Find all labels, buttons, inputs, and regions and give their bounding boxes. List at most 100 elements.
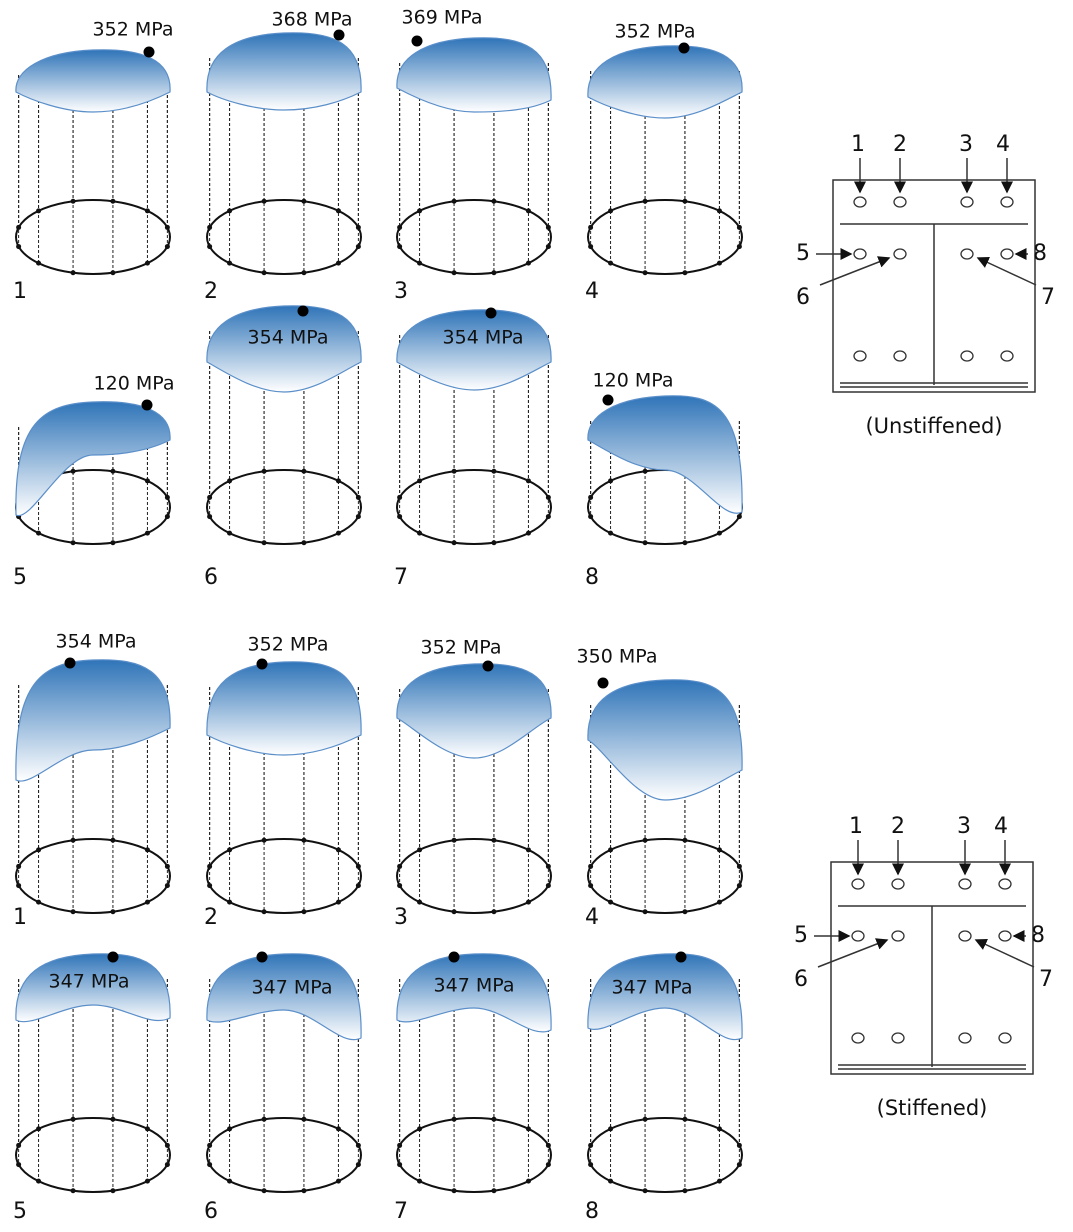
node: [262, 1117, 267, 1122]
node: [356, 1162, 361, 1167]
node: [737, 225, 742, 230]
peak-label: 350 MPa: [577, 646, 658, 668]
panel-number: 1: [13, 279, 27, 304]
node: [682, 1117, 687, 1122]
node: [145, 208, 150, 213]
bolt-hole: [1001, 351, 1013, 361]
node: [526, 1126, 531, 1131]
node: [71, 540, 76, 545]
node: [110, 540, 115, 545]
node: [546, 244, 551, 249]
stress-panel: 352 MPa1: [13, 19, 173, 305]
node: [165, 1162, 170, 1167]
bolt-hole: [892, 879, 904, 889]
node: [643, 199, 648, 204]
node: [110, 838, 115, 843]
peak-marker: [486, 308, 497, 319]
node: [336, 208, 341, 213]
peak-label: 352 MPa: [248, 634, 329, 656]
node: [737, 1143, 742, 1148]
bolt-label: 7: [1039, 967, 1053, 992]
stress-panel: 120 MPa5: [13, 373, 174, 591]
node: [526, 531, 531, 536]
node: [717, 261, 722, 266]
bolt-hole: [894, 197, 906, 207]
node: [452, 199, 457, 204]
node: [356, 514, 361, 519]
node: [737, 244, 742, 249]
node: [336, 261, 341, 266]
node: [608, 208, 613, 213]
node: [417, 847, 422, 852]
node: [643, 270, 648, 275]
node: [71, 909, 76, 914]
node: [165, 495, 170, 500]
node: [526, 847, 531, 852]
node: [682, 1188, 687, 1193]
peak-marker: [65, 658, 76, 669]
panel-number: 5: [13, 565, 27, 590]
node: [262, 838, 267, 843]
node: [546, 883, 551, 888]
node: [356, 495, 361, 500]
bolt-label: 6: [796, 285, 810, 310]
peak-label: 354 MPa: [56, 631, 137, 653]
node: [546, 514, 551, 519]
pointer-arrow: [976, 940, 1034, 967]
peak-marker: [144, 47, 155, 58]
node: [336, 1126, 341, 1131]
bolt-label: 5: [796, 241, 810, 266]
node: [397, 225, 402, 230]
node: [397, 864, 402, 869]
bolt-hole: [894, 351, 906, 361]
node: [207, 864, 212, 869]
node: [71, 1117, 76, 1122]
node: [491, 469, 496, 474]
node: [491, 838, 496, 843]
node: [546, 495, 551, 500]
stress-surface: [207, 662, 361, 755]
bolt-key: 12345678(Stiffened): [794, 814, 1053, 1120]
node: [737, 883, 742, 888]
key-caption: (Stiffened): [877, 1096, 988, 1120]
peak-label: 369 MPa: [402, 7, 483, 29]
stress-panel: 352 MPa 2: [204, 634, 361, 931]
node: [165, 883, 170, 888]
node: [227, 478, 232, 483]
node: [356, 864, 361, 869]
panel-number: 2: [204, 905, 218, 930]
panel-number: 6: [204, 1199, 218, 1224]
node: [110, 270, 115, 275]
bolt-hole: [1001, 197, 1013, 207]
node: [682, 270, 687, 275]
node: [301, 540, 306, 545]
peak-marker: [334, 30, 345, 41]
node: [588, 514, 593, 519]
node: [417, 208, 422, 213]
bolt-hole: [852, 1033, 864, 1043]
panel-number: 6: [204, 565, 218, 590]
bolt-label: 5: [794, 923, 808, 948]
bolt-label: 7: [1041, 285, 1055, 310]
node: [491, 270, 496, 275]
node: [608, 847, 613, 852]
node: [36, 847, 41, 852]
peak-label: 347 MPa: [252, 977, 333, 999]
stress-surface: [588, 396, 742, 513]
node: [608, 1126, 613, 1131]
node: [16, 244, 21, 249]
node: [145, 847, 150, 852]
node: [452, 1117, 457, 1122]
node: [491, 199, 496, 204]
node: [588, 1143, 593, 1148]
bolt-hole: [959, 879, 971, 889]
bolt-hole: [1001, 249, 1013, 259]
peak-marker: [257, 659, 268, 670]
node: [336, 1179, 341, 1184]
node: [145, 1179, 150, 1184]
bolt-hole: [892, 1033, 904, 1043]
bolt-hole: [959, 931, 971, 941]
